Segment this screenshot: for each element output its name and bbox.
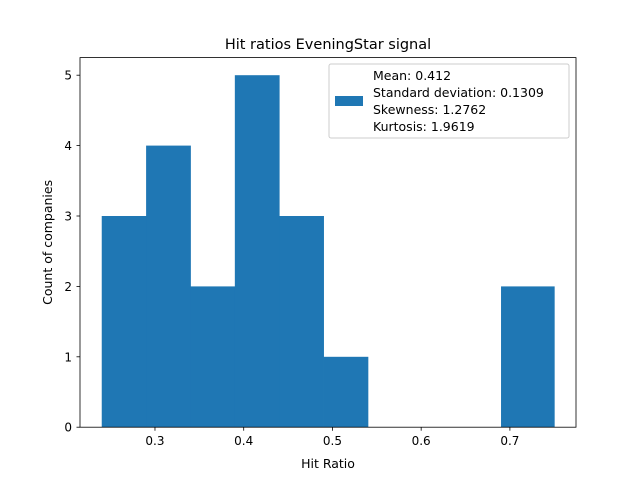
histogram-bar — [323, 356, 369, 428]
y-tick-label: 2 — [64, 280, 72, 294]
legend: Mean: 0.412 Standard deviation: 0.1309 S… — [328, 63, 570, 139]
histogram-bar — [279, 216, 324, 428]
histogram-bar — [101, 216, 147, 428]
legend-entry-mean: Mean: 0.412 — [373, 68, 451, 83]
plot-area-frame — [79, 57, 577, 428]
x-tick-label: 0.3 — [145, 434, 164, 448]
x-tick-label: 0.5 — [323, 434, 342, 448]
legend-swatch — [335, 96, 363, 106]
x-tick-label: 0.6 — [412, 434, 431, 448]
y-axis-label: Count of companies — [40, 180, 55, 305]
y-tick-label: 1 — [64, 350, 72, 364]
chart-title: Hit ratios EveningStar signal — [225, 37, 431, 53]
histogram-bar — [146, 145, 191, 428]
legend-entry-skewness: Skewness: 1.2762 — [373, 102, 486, 117]
legend-entry-std: Standard deviation: 0.1309 — [373, 85, 544, 100]
histogram-bar — [234, 75, 280, 428]
histogram-bars — [101, 75, 555, 428]
y-tick-label: 5 — [64, 69, 72, 83]
x-tick-label: 0.7 — [500, 434, 519, 448]
legend-box — [328, 63, 570, 139]
y-tick-label: 0 — [64, 421, 72, 435]
histogram-bar — [190, 286, 236, 428]
y-tick-label: 3 — [64, 210, 72, 224]
legend-entry-kurtosis: Kurtosis: 1.9619 — [373, 119, 475, 134]
y-axis-ticks: 0 1 2 3 4 5 — [64, 69, 80, 435]
histogram-bar — [501, 286, 555, 428]
x-axis-label: Hit Ratio — [301, 456, 355, 471]
x-tick-label: 0.4 — [234, 434, 253, 448]
x-axis-ticks: 0.3 0.4 0.5 0.6 0.7 — [145, 427, 519, 448]
y-tick-label: 4 — [64, 139, 72, 153]
